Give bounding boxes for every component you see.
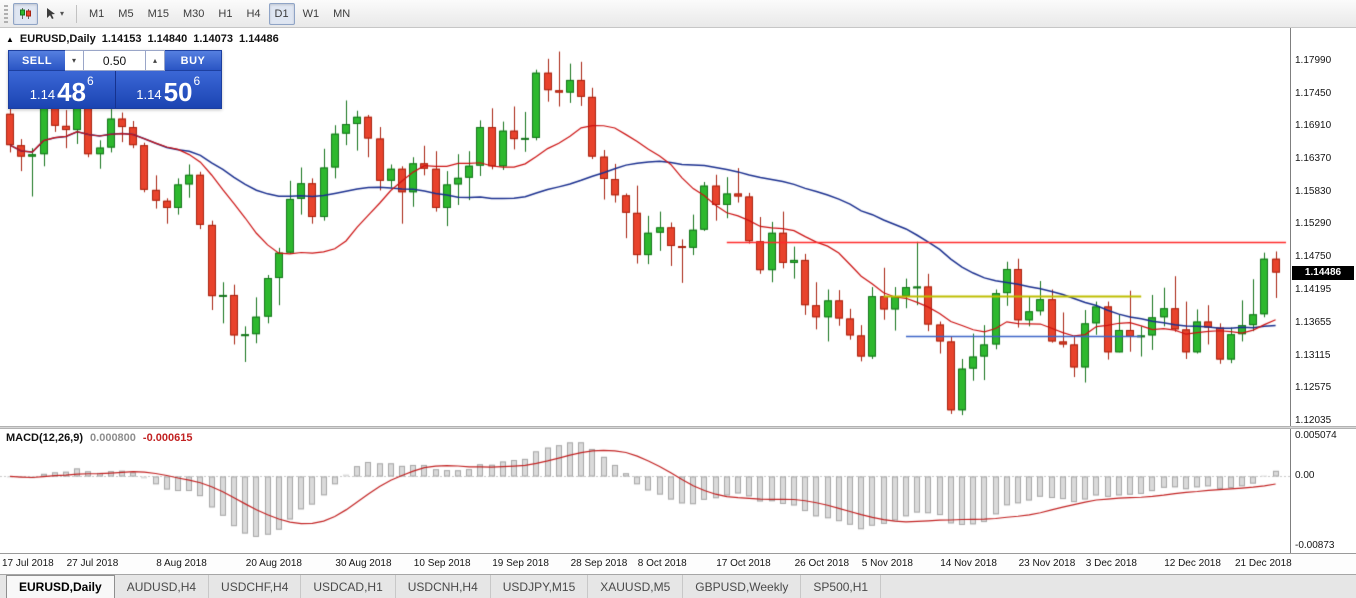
timeframe-button-w1[interactable]: W1: [302, 7, 320, 20]
cursor-tool-button[interactable]: ▾: [40, 3, 70, 25]
time-axis-label: 17 Oct 2018: [716, 558, 771, 569]
bid-price-prefix: 1.14: [29, 87, 56, 102]
price-scale-label: 1.12575: [1295, 382, 1332, 394]
ask-price-panel[interactable]: 1.14 50 6: [116, 71, 222, 108]
price-scale-label: 1.17450: [1295, 87, 1332, 99]
chart-tab-usdchf[interactable]: USDCHF,H4: [209, 575, 302, 598]
chart-window: ▲ EURUSD,Daily 1.14153 1.14840 1.14073 1…: [0, 28, 1356, 574]
macd-main-value: 0.000800: [90, 432, 136, 444]
chart-tab-gbpusd[interactable]: GBPUSD,Weekly: [683, 575, 802, 598]
time-axis-label: 19 Sep 2018: [492, 558, 549, 569]
toolbar-separator: [76, 4, 78, 23]
lot-increase-button[interactable]: ▴: [146, 50, 165, 71]
bid-price-big: 48: [57, 77, 87, 107]
ohlc-low: 1.14073: [193, 33, 234, 45]
price-scale-label: 1.14750: [1295, 250, 1332, 262]
one-click-toggle[interactable]: ▲: [6, 34, 14, 44]
chart-tab-sp500[interactable]: SP500,H1: [801, 575, 882, 598]
time-axis-label: 17 Jul 2018: [2, 558, 54, 569]
price-scale-label: 1.13115: [1295, 349, 1331, 361]
price-scale-label: 1.13655: [1295, 317, 1332, 329]
price-scale-label: 1.14195: [1295, 284, 1332, 296]
macd-scale-label: 0.005074: [1295, 430, 1337, 441]
ask-price-sup: 6: [193, 74, 201, 88]
current-price-box: 1.14486: [1292, 265, 1354, 280]
timeframe-button-d1[interactable]: D1: [268, 2, 295, 25]
price-scale-label: 1.15290: [1295, 218, 1332, 230]
time-axis-label: 8 Aug 2018: [156, 558, 207, 569]
timeframe-button-m30[interactable]: M30: [182, 7, 205, 20]
chart-tab-usdcnh[interactable]: USDCNH,H4: [396, 575, 491, 598]
one-click-prices-row: 1.14 48 6 1.14 50 6: [8, 71, 222, 109]
toolbar-grip[interactable]: [4, 4, 8, 23]
pane-splitter[interactable]: [0, 426, 1356, 429]
time-axis-label: 28 Sep 2018: [570, 558, 628, 569]
bid-price-sup: 6: [87, 74, 94, 88]
lot-decrease-button[interactable]: ▾: [65, 50, 84, 71]
timeframe-button-m5[interactable]: M5: [118, 7, 134, 20]
price-scale-label: 1.16910: [1295, 120, 1332, 132]
time-axis-label: 10 Sep 2018: [413, 558, 471, 569]
sell-button[interactable]: SELL: [8, 50, 65, 71]
lot-size-input[interactable]: [84, 50, 146, 71]
timeframe-button-m1[interactable]: M1: [89, 7, 105, 20]
chart-tabs: EURUSD,Daily AUDUSD,H4 USDCHF,H4 USDCAD,H1 U…: [6, 575, 882, 598]
chart-tab-eurusd[interactable]: EURUSD,Daily: [6, 575, 115, 598]
time-axis-label: 12 Dec 2018: [1164, 558, 1221, 569]
chart-symbol-period: EURUSD,Daily: [19, 33, 96, 45]
macd-canvas[interactable]: [0, 429, 1290, 553]
timeframe-button-h1[interactable]: H1: [218, 7, 233, 20]
timeframe-button-m15[interactable]: M15: [147, 7, 169, 20]
time-axis[interactable]: 17 Jul 2018 27 Jul 2018 8 Aug 2018 20 Aug 2…: [0, 553, 1356, 574]
time-axis-label: 5 Nov 2018: [861, 558, 913, 569]
timeframe-button-h4[interactable]: H4: [246, 7, 261, 20]
bid-price-panel[interactable]: 1.14 48 6: [9, 71, 115, 108]
price-scale[interactable]: 1.14486 1.17990 1.17450 1.16910 1.16370 1.15…: [1290, 28, 1356, 426]
chart-tab-audusd[interactable]: AUDUSD,H4: [115, 575, 210, 598]
ohlc-open: 1.14153: [101, 33, 142, 45]
chart-tab-usdjpy[interactable]: USDJPY,M15: [491, 575, 589, 598]
cursor-icon: [47, 8, 55, 19]
time-axis-label: 26 Oct 2018: [794, 558, 850, 569]
time-axis-label: 21 Dec 2018: [1235, 558, 1292, 569]
candlestick-chart-icon: [20, 8, 31, 19]
price-scale-label: 1.16370: [1295, 153, 1332, 165]
macd-label: MACD(12,26,9): [6, 432, 84, 444]
ohlc-close: 1.14486: [239, 33, 279, 45]
time-axis-label: 14 Nov 2018: [940, 558, 997, 569]
macd-header: MACD(12,26,9) 0.000800 -0.000615: [6, 432, 192, 444]
ohlc-high: 1.14840: [147, 33, 188, 45]
price-divider: [114, 71, 116, 108]
macd-scale-label: -0.00873: [1295, 540, 1335, 552]
time-axis-label: 27 Jul 2018: [66, 558, 119, 569]
macd-scale-label: 0.00: [1295, 470, 1315, 482]
timeframe-group: M1 M5 M15 M30 H1 H4 D1 W1 MN: [82, 2, 357, 25]
ask-price-big: 50: [163, 77, 193, 107]
time-axis-label: 8 Oct 2018: [637, 558, 687, 569]
timeframe-button-mn[interactable]: MN: [333, 7, 351, 20]
ask-price-prefix: 1.14: [136, 87, 162, 102]
price-scale-label: 1.17990: [1295, 55, 1332, 67]
buy-button[interactable]: BUY: [165, 50, 222, 71]
chart-tab-xauusd[interactable]: XAUUSD,M5: [588, 575, 684, 598]
time-axis-label: 30 Aug 2018: [335, 558, 392, 569]
toolbar: ▾ M1 M5 M15 M30 H1 H4 D1 W1 MN: [0, 0, 1356, 28]
macd-scale[interactable]: 0.005074 0.00 -0.00873: [1290, 429, 1356, 553]
time-axis-label: 23 Nov 2018: [1018, 558, 1076, 569]
chart-ohlc-header: ▲ EURUSD,Daily 1.14153 1.14840 1.14073 1…: [6, 33, 279, 45]
chart-type-button[interactable]: [13, 2, 38, 25]
time-axis-label: 20 Aug 2018: [245, 558, 302, 569]
chevron-down-icon: ▾: [60, 9, 65, 18]
price-scale-label: 1.15830: [1295, 185, 1332, 197]
price-scale-label: 1.12035: [1295, 414, 1332, 426]
time-axis-label: 3 Dec 2018: [1085, 558, 1137, 569]
one-click-controls-row: SELL ▾ ▴ BUY: [8, 50, 222, 71]
macd-signal-value: -0.000615: [142, 432, 193, 444]
chart-tab-usdcad[interactable]: USDCAD,H1: [301, 575, 396, 598]
chart-tabs-bar: EURUSD,Daily AUDUSD,H4 USDCHF,H4 USDCAD,H1 U…: [0, 574, 1356, 598]
